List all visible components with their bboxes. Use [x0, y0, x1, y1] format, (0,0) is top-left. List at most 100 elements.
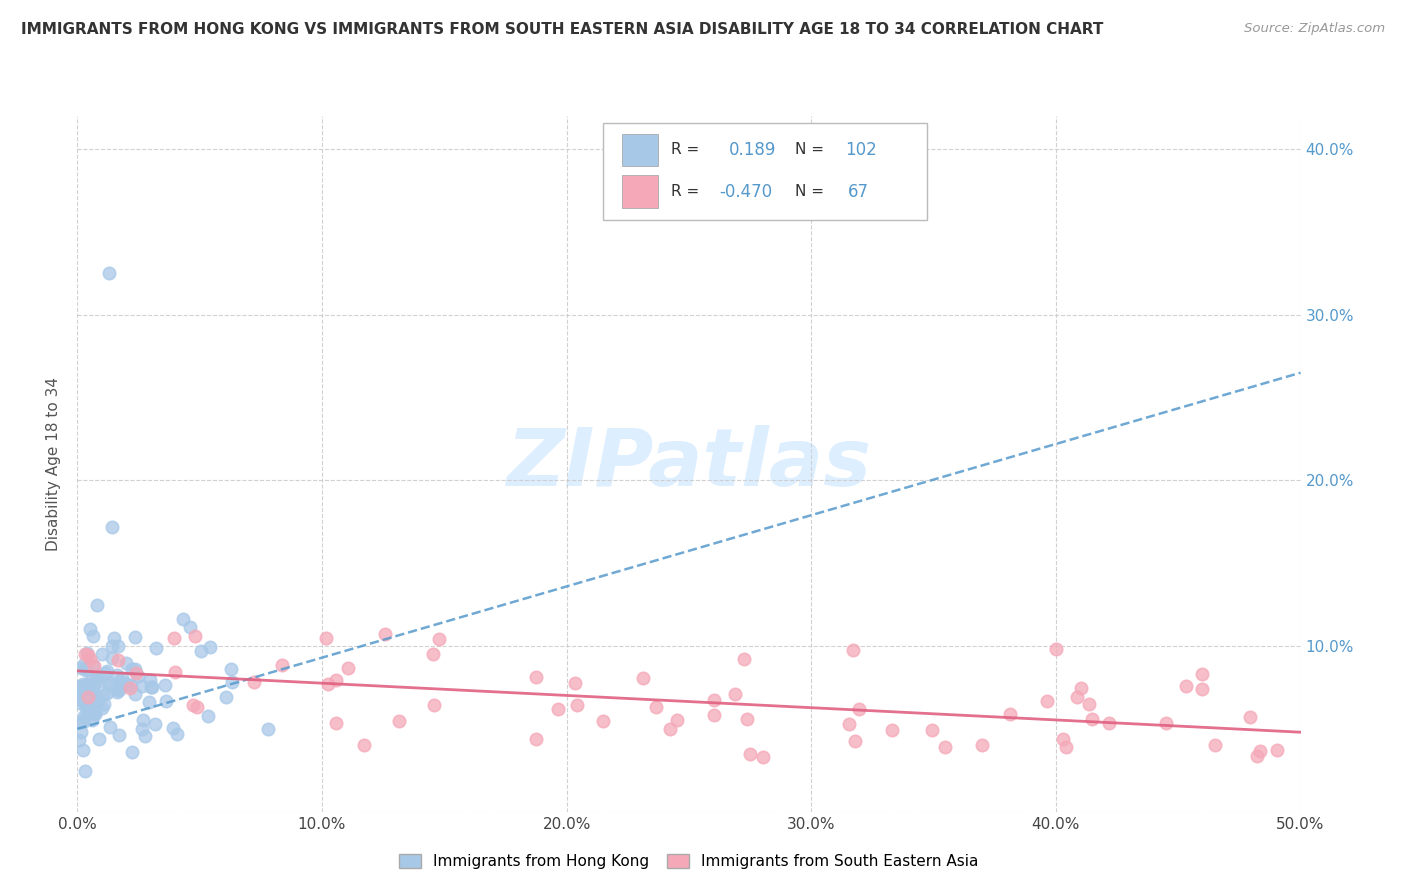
Point — [735, 712, 758, 726]
Point — [644, 699, 666, 714]
Point — [524, 670, 547, 684]
Point — [76, 702, 98, 716]
Point — [374, 627, 396, 641]
Point — [76, 690, 98, 704]
Point — [190, 643, 212, 657]
Point — [83, 706, 105, 721]
Point — [76, 647, 98, 661]
Point — [315, 632, 337, 646]
Point — [155, 694, 177, 708]
Point — [1154, 716, 1177, 731]
Point — [79, 691, 101, 706]
Point — [1191, 681, 1213, 696]
Point — [198, 640, 221, 654]
Point — [316, 676, 339, 690]
Point — [77, 648, 100, 662]
Point — [111, 671, 134, 685]
Point — [67, 683, 90, 698]
Point — [107, 653, 129, 667]
Point — [1191, 666, 1213, 681]
Point — [76, 701, 98, 715]
Point — [1204, 738, 1226, 752]
Text: 102: 102 — [845, 141, 877, 159]
Point — [1054, 739, 1077, 754]
Point — [842, 643, 865, 657]
Point — [844, 734, 866, 748]
Point — [76, 676, 98, 690]
Point — [107, 682, 129, 697]
Point — [107, 639, 129, 653]
Text: R =: R = — [671, 184, 699, 199]
Point — [87, 674, 110, 689]
Y-axis label: Disability Age 18 to 34: Disability Age 18 to 34 — [46, 376, 62, 551]
Point — [703, 692, 725, 706]
Point — [79, 652, 101, 666]
Point — [219, 662, 242, 676]
Point — [124, 686, 146, 700]
Point — [67, 733, 90, 747]
Point — [1265, 743, 1288, 757]
Point — [1066, 690, 1088, 705]
Point — [162, 721, 184, 735]
Point — [1239, 710, 1261, 724]
Point — [124, 662, 146, 676]
Point — [101, 651, 124, 665]
Point — [75, 663, 97, 677]
Point — [86, 671, 108, 685]
Point — [567, 698, 589, 713]
Text: -0.470: -0.470 — [720, 183, 773, 201]
Point — [1246, 749, 1268, 764]
Point — [1069, 681, 1091, 695]
Text: N =: N = — [796, 184, 824, 199]
Point — [121, 662, 143, 676]
Point — [134, 729, 156, 743]
Point — [86, 598, 108, 612]
Point — [98, 675, 121, 690]
Point — [69, 696, 91, 710]
Point — [423, 698, 446, 712]
Point — [197, 709, 219, 723]
Point — [98, 720, 121, 734]
Point — [72, 742, 94, 756]
Bar — [621, 134, 658, 166]
Point — [91, 701, 114, 715]
Point — [838, 717, 860, 731]
Point — [72, 714, 94, 729]
Point — [752, 749, 775, 764]
Point — [131, 679, 153, 693]
Point — [79, 623, 101, 637]
Point — [1175, 679, 1198, 693]
Point — [138, 695, 160, 709]
Point — [703, 707, 725, 722]
Point — [139, 681, 162, 695]
Point — [972, 738, 994, 752]
Point — [107, 728, 129, 742]
Point — [733, 651, 755, 665]
Point — [80, 713, 103, 727]
Point — [139, 673, 162, 688]
Point — [120, 681, 142, 696]
Point — [179, 620, 201, 634]
Point — [592, 714, 614, 728]
Point — [162, 631, 184, 645]
Point — [86, 695, 108, 709]
Point — [524, 732, 547, 747]
Point — [84, 706, 107, 720]
Point — [121, 745, 143, 759]
Point — [73, 648, 96, 662]
Bar — [621, 175, 658, 208]
Point — [90, 648, 112, 662]
Point — [738, 747, 761, 761]
Point — [100, 520, 122, 534]
Point — [69, 724, 91, 739]
Point — [1098, 716, 1121, 731]
Point — [141, 680, 163, 694]
Point — [166, 727, 188, 741]
Point — [107, 668, 129, 682]
Point — [665, 713, 688, 727]
Point — [75, 709, 97, 723]
Text: R =: R = — [671, 143, 699, 157]
Point — [73, 764, 96, 778]
Point — [67, 682, 90, 697]
Point — [131, 723, 153, 737]
